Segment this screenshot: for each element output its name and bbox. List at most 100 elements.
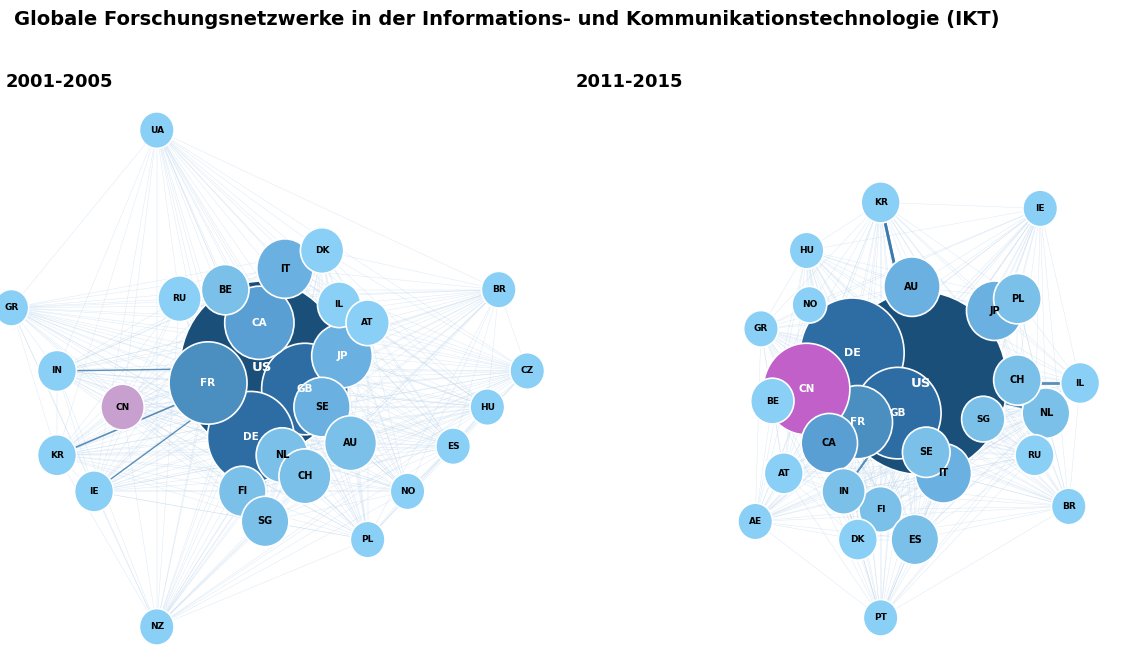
Circle shape <box>139 609 174 645</box>
Circle shape <box>225 286 294 359</box>
Text: KR: KR <box>50 451 64 460</box>
Circle shape <box>325 415 376 471</box>
Text: HU: HU <box>480 403 495 411</box>
Text: AE: AE <box>749 517 762 526</box>
Text: FI: FI <box>237 486 247 496</box>
Circle shape <box>202 264 249 315</box>
Text: BR: BR <box>491 285 506 294</box>
Circle shape <box>860 486 903 533</box>
Text: US: US <box>252 361 272 375</box>
Circle shape <box>481 272 516 308</box>
Circle shape <box>1060 363 1100 403</box>
Text: CN: CN <box>798 384 815 394</box>
Text: FR: FR <box>850 417 865 427</box>
Text: NZ: NZ <box>149 622 164 632</box>
Text: PL: PL <box>361 535 374 544</box>
Circle shape <box>100 384 144 430</box>
Text: CZ: CZ <box>521 367 534 375</box>
Text: SE: SE <box>315 402 329 412</box>
Text: JP: JP <box>990 306 1000 316</box>
Text: BR: BR <box>1061 502 1076 511</box>
Circle shape <box>169 342 247 424</box>
Circle shape <box>891 514 938 565</box>
Text: PT: PT <box>874 613 887 622</box>
Circle shape <box>180 281 344 455</box>
Circle shape <box>792 286 826 323</box>
Text: RU: RU <box>172 294 187 303</box>
Text: NL: NL <box>275 450 290 460</box>
Text: AT: AT <box>777 469 790 478</box>
Circle shape <box>863 599 898 636</box>
Text: DK: DK <box>850 535 865 544</box>
Circle shape <box>1023 388 1069 438</box>
Circle shape <box>219 466 266 516</box>
Text: BE: BE <box>218 285 233 294</box>
Text: BE: BE <box>766 397 779 405</box>
Circle shape <box>38 351 76 391</box>
Text: IN: IN <box>51 367 63 375</box>
Text: IE: IE <box>89 487 99 496</box>
Text: PL: PL <box>1011 294 1024 304</box>
Text: US: US <box>911 377 930 389</box>
Text: GR: GR <box>754 324 768 333</box>
Text: IE: IE <box>1035 204 1045 213</box>
Circle shape <box>834 292 1008 474</box>
Text: SG: SG <box>976 415 991 423</box>
Text: AU: AU <box>343 438 358 448</box>
Circle shape <box>994 274 1041 324</box>
Circle shape <box>962 396 1005 442</box>
Circle shape <box>350 521 385 558</box>
Text: IT: IT <box>938 468 948 478</box>
Circle shape <box>1023 190 1058 227</box>
Circle shape <box>0 290 28 326</box>
Circle shape <box>1015 435 1054 476</box>
Text: AU: AU <box>904 282 920 292</box>
Circle shape <box>256 427 308 483</box>
Circle shape <box>242 496 288 547</box>
Text: CN: CN <box>115 403 130 411</box>
Text: GB: GB <box>889 408 906 418</box>
Circle shape <box>861 182 901 223</box>
Text: IL: IL <box>334 300 344 309</box>
Text: NO: NO <box>801 300 817 309</box>
Circle shape <box>855 367 942 459</box>
Circle shape <box>822 468 865 514</box>
Text: ES: ES <box>447 442 459 451</box>
Circle shape <box>139 112 174 149</box>
Circle shape <box>789 232 824 269</box>
Text: DK: DK <box>315 246 329 255</box>
Text: DE: DE <box>844 348 861 358</box>
Text: CA: CA <box>822 438 837 448</box>
Text: CH: CH <box>1010 375 1025 385</box>
Text: IT: IT <box>280 264 290 274</box>
Circle shape <box>317 282 360 328</box>
Text: IL: IL <box>1075 379 1085 387</box>
Circle shape <box>262 343 349 435</box>
Circle shape <box>751 378 793 424</box>
Text: RU: RU <box>1027 451 1042 460</box>
Circle shape <box>743 310 779 347</box>
Circle shape <box>390 473 425 510</box>
Text: IN: IN <box>838 487 849 496</box>
Circle shape <box>207 391 294 483</box>
Text: 2001-2005: 2001-2005 <box>6 73 113 91</box>
Text: CA: CA <box>252 318 267 328</box>
Circle shape <box>300 227 344 274</box>
Text: FI: FI <box>876 505 886 514</box>
Circle shape <box>74 471 114 512</box>
Text: SE: SE <box>919 448 934 457</box>
Circle shape <box>294 377 350 437</box>
Circle shape <box>256 239 314 298</box>
Circle shape <box>311 324 373 388</box>
Circle shape <box>764 453 804 494</box>
Text: DE: DE <box>243 432 259 442</box>
Text: JP: JP <box>336 351 348 361</box>
Circle shape <box>157 276 202 322</box>
Text: NL: NL <box>1039 408 1053 418</box>
Circle shape <box>764 343 850 435</box>
Circle shape <box>435 428 471 464</box>
Text: FR: FR <box>201 378 215 388</box>
Circle shape <box>823 385 893 459</box>
Circle shape <box>801 413 857 473</box>
Text: NO: NO <box>400 487 415 496</box>
